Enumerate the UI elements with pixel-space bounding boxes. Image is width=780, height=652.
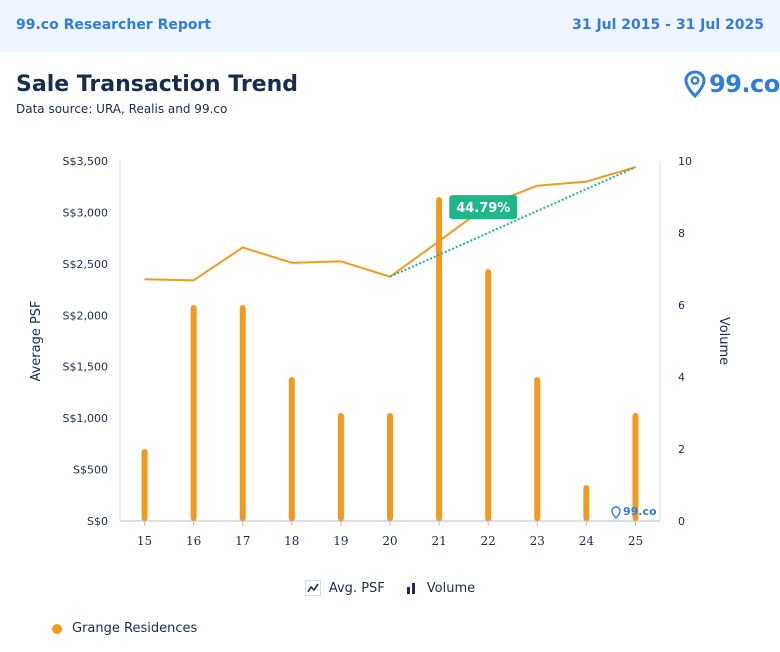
y2-tick-label: 6 (678, 299, 685, 312)
volume-bar (583, 485, 590, 521)
legend-avg-psf[interactable]: Avg. PSF (304, 580, 385, 596)
report-header: 99.co Researcher Report 31 Jul 2015 - 31… (0, 0, 780, 52)
volume-bar (485, 269, 492, 521)
y-tick-label: S$3,000 (63, 206, 108, 219)
logo-text: 99.co (709, 70, 780, 98)
series-key: Grange Residences (52, 621, 197, 636)
sale-transaction-chart: S$0 S$500 S$1,000 S$1,500 S$2,000 S$2,500 S$3,… (29, 155, 731, 548)
x-tick-label: 15 (137, 534, 152, 548)
y2-tick-label: 8 (678, 227, 685, 240)
chart-watermark: 99.co (623, 505, 657, 518)
y-tick-label: S$1,000 (63, 412, 108, 425)
x-tick-label: 21 (431, 534, 446, 548)
x-tick-label: 25 (628, 534, 643, 548)
x-tick-label: 20 (382, 534, 397, 548)
date-range: 31 Jul 2015 - 31 Jul 2025 (572, 17, 764, 33)
x-tick-label: 22 (481, 534, 496, 548)
trend-badge-label: 44.79% (456, 201, 510, 216)
y2-axis-title: Volume (716, 317, 731, 365)
page-title: Sale Transaction Trend (16, 72, 299, 97)
volume-bar (534, 377, 541, 521)
volume-bar (288, 377, 295, 521)
volume-bar (141, 449, 148, 521)
y2-tick-label: 2 (678, 443, 685, 456)
watermark-pin-icon (611, 506, 621, 519)
volume-bar (632, 413, 639, 521)
y-tick-label: S$1,500 (63, 361, 108, 374)
trend-line (389, 166, 636, 278)
y-tick-label: S$0 (87, 515, 108, 528)
volume-bar (337, 413, 344, 521)
volume-bar (239, 305, 246, 521)
series-dot-icon (52, 623, 62, 634)
legend-avg-psf-label: Avg. PSF (328, 580, 385, 596)
x-tick-label: 18 (284, 534, 299, 548)
x-tick-label: 16 (186, 534, 201, 548)
y2-tick-label: 4 (678, 371, 685, 384)
x-tick-label: 17 (235, 534, 250, 548)
brand-logo: 99.co (684, 68, 780, 100)
trend-badge (449, 195, 518, 220)
y-tick-label: S$3,500 (63, 155, 108, 168)
y-axis-title: Average PSF (29, 300, 44, 381)
series-name: Grange Residences (72, 621, 198, 636)
y-tick-label: S$500 (73, 464, 108, 477)
x-tick-label: 19 (333, 534, 348, 548)
x-tick-label: 24 (579, 534, 595, 548)
chart-legend: Avg. PSF Volume (0, 580, 780, 596)
y2-tick-label: 10 (678, 155, 692, 168)
avg-psf-line (144, 166, 636, 282)
y2-tick-label: 0 (678, 515, 685, 528)
volume-bar (436, 197, 443, 521)
report-brand: 99.co Researcher Report (16, 17, 212, 33)
y-tick-label: S$2,000 (63, 309, 108, 322)
data-source: Data source: URA, Realis and 99.co (16, 102, 228, 116)
legend-volume-label: Volume (426, 580, 476, 596)
location-pin-icon (684, 70, 706, 98)
line-chart-icon (304, 580, 321, 596)
legend-volume[interactable]: Volume (403, 580, 475, 596)
volume-bar (190, 305, 197, 521)
x-tick-label: 23 (530, 534, 545, 548)
y-tick-label: S$2,500 (63, 258, 108, 271)
volume-bar (387, 413, 393, 521)
bar-chart-icon (406, 583, 415, 594)
